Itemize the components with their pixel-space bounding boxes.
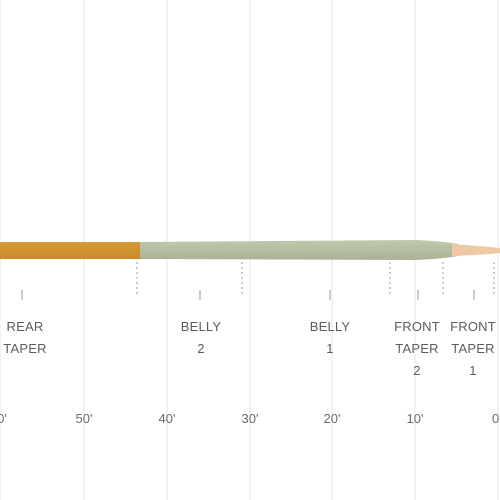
distance-label: 20'	[323, 411, 341, 426]
section-label-rear-taper: REAR TAPER	[3, 319, 47, 356]
section-label-front-taper-2: FRONT TAPER 2	[394, 319, 440, 378]
distance-label: 50'	[75, 411, 93, 426]
distance-label: 0'	[492, 411, 500, 426]
rear-section-shape	[0, 242, 140, 259]
belly-section-shape	[140, 240, 458, 260]
section-label-belly-1: BELLY 1	[309, 319, 351, 356]
distance-label: 0'	[0, 411, 7, 426]
distance-label: 10'	[406, 411, 424, 426]
section-dividers	[21, 262, 495, 300]
distance-label: 30'	[241, 411, 259, 426]
section-label-belly-2: BELLY 2	[180, 319, 222, 356]
front-tip-shape	[452, 244, 500, 256]
distance-label: 40'	[158, 411, 176, 426]
section-label-front-taper-1: FRONT TAPER 1	[450, 319, 496, 378]
